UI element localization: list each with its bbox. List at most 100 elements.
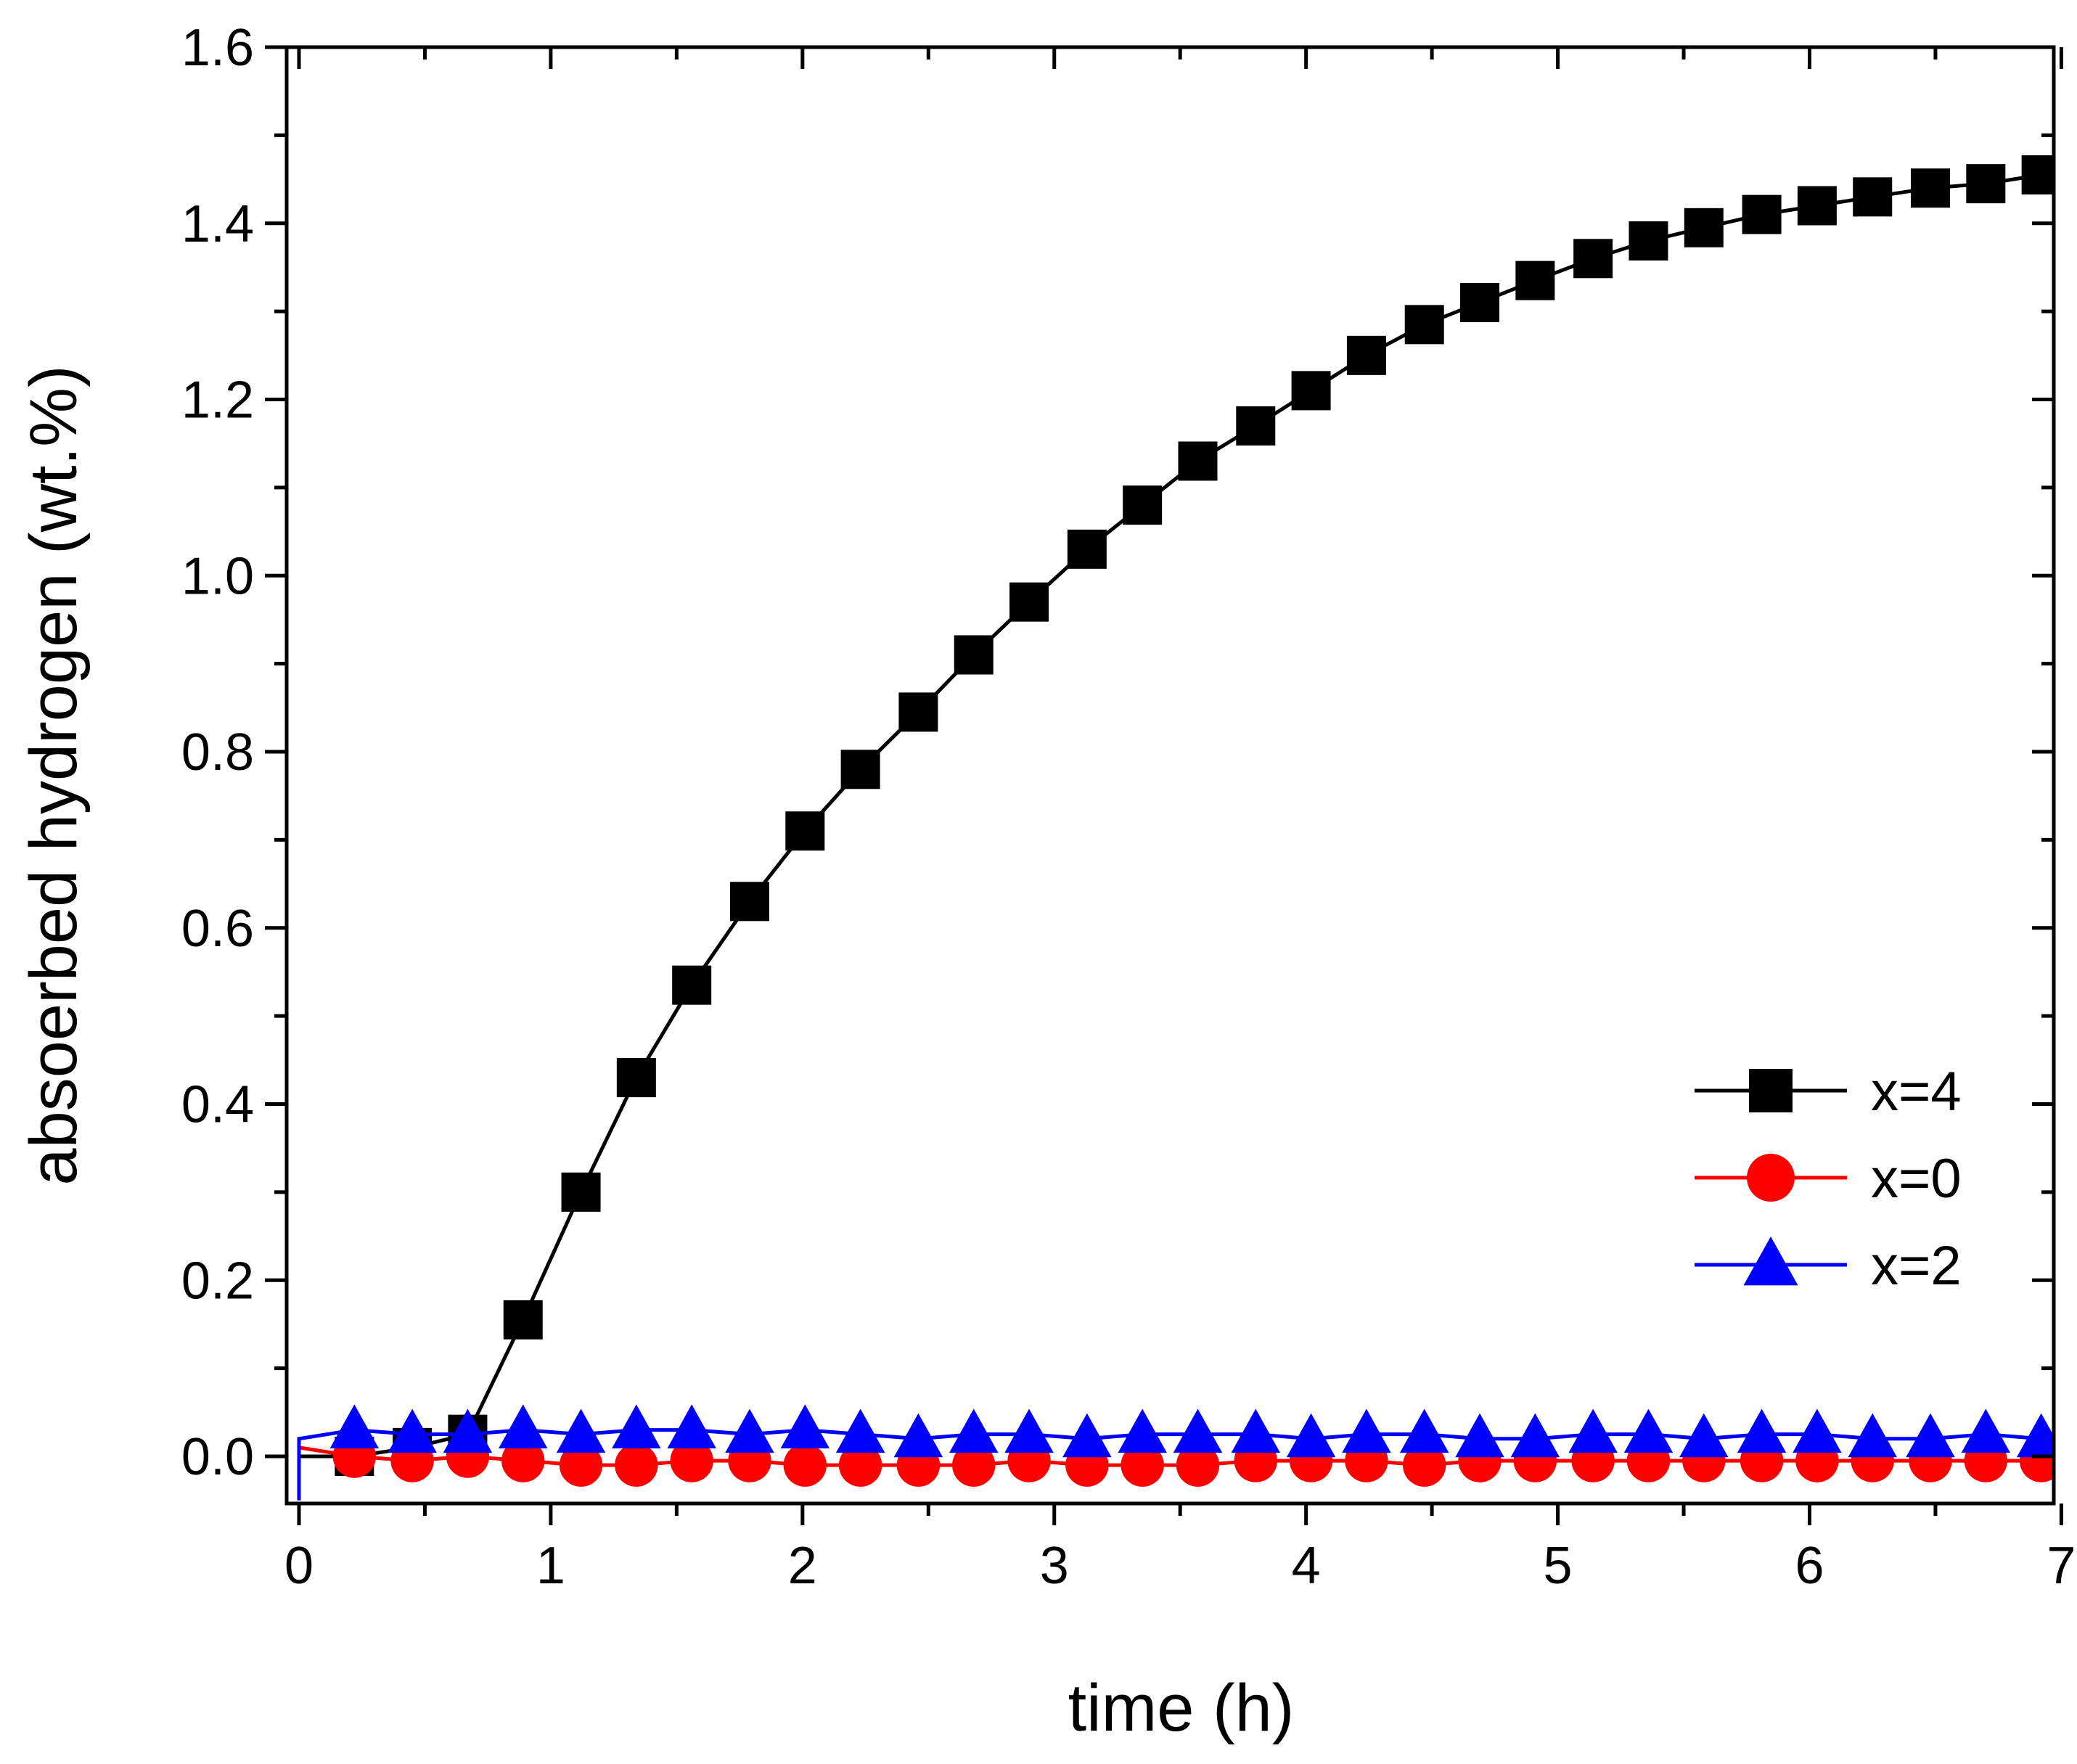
- y-tick-label: 1.0: [181, 547, 254, 605]
- data-point: [954, 635, 994, 675]
- series-triangle-group: [297, 1404, 2054, 1501]
- x-tick-label: 0: [284, 1537, 314, 1595]
- data-point: [952, 1443, 996, 1487]
- data-point: [1797, 186, 1837, 226]
- y-tick-label: 0.6: [181, 900, 254, 958]
- data-point: [1510, 1413, 1560, 1458]
- data-point: [667, 1404, 716, 1449]
- data-point: [1399, 1408, 1449, 1453]
- x-tick-label: 2: [788, 1537, 817, 1595]
- data-point: [443, 1408, 493, 1453]
- data-point: [1342, 1408, 1391, 1453]
- data-point: [1906, 1413, 1955, 1458]
- y-tick-label: 1.4: [181, 195, 254, 253]
- data-point: [1404, 305, 1444, 345]
- data-point: [670, 1439, 713, 1482]
- data-point: [1286, 1413, 1336, 1458]
- data-point: [1853, 177, 1893, 217]
- x-tick-label: 7: [2047, 1537, 2076, 1595]
- data-point: [615, 1443, 658, 1487]
- data-point: [1623, 1408, 1674, 1453]
- data-point: [1236, 406, 1276, 446]
- data-point: [1911, 168, 1951, 208]
- data-point: [785, 811, 825, 851]
- legend-marker: [1747, 1154, 1795, 1202]
- data-point: [838, 1443, 882, 1487]
- data-point: [1291, 371, 1331, 411]
- y-tick-label: 0.8: [181, 723, 254, 782]
- y-tick-label: 1.6: [181, 19, 254, 77]
- data-point: [840, 750, 880, 789]
- data-point: [949, 1408, 999, 1453]
- legend-label: x=0: [1871, 1148, 1962, 1210]
- legend-marker: [1749, 1069, 1793, 1112]
- x-tick-label: 5: [1544, 1537, 1573, 1595]
- y-tick-label: 1.2: [181, 372, 254, 430]
- data-point: [1118, 1408, 1167, 1453]
- data-point: [1568, 1408, 1618, 1453]
- legend-label: x=2: [1871, 1235, 1962, 1297]
- data-point: [561, 1172, 601, 1212]
- y-tick-label: 0.4: [181, 1076, 254, 1134]
- data-point: [2016, 1413, 2054, 1458]
- data-point: [1629, 221, 1668, 261]
- data-point: [1062, 1413, 1112, 1458]
- data-point: [501, 1439, 545, 1482]
- data-point: [780, 1404, 830, 1449]
- data-point: [893, 1413, 943, 1458]
- data-point: [1737, 1408, 1787, 1453]
- plot-frame: [284, 45, 2056, 1506]
- data-point: [1848, 1413, 1897, 1458]
- data-point: [729, 882, 769, 922]
- y-tick-label: 0.0: [181, 1428, 254, 1486]
- data-point: [1176, 1443, 1220, 1487]
- data-point: [616, 1058, 656, 1098]
- data-point: [1178, 441, 1218, 481]
- data-point: [499, 1404, 548, 1449]
- series-layer: [297, 155, 2054, 1501]
- data-point: [1346, 335, 1386, 375]
- ticks-layer: 0 1 2 3 4 5 6 7 0.0 0.2 0.4 0.6 0.8 1.0 1.2 1.4 1.6: [181, 19, 2076, 1595]
- data-point: [1515, 261, 1555, 300]
- y-tick-label: 0.2: [181, 1252, 254, 1310]
- data-point: [672, 965, 712, 1005]
- data-point: [1123, 485, 1163, 525]
- series-clip-group: [297, 155, 2054, 1501]
- series-square-group: [299, 155, 2054, 1476]
- y-axis-title: absoerbed hydrogen (wt.%): [17, 365, 91, 1185]
- data-point: [1067, 529, 1107, 569]
- data-point: [1684, 208, 1724, 247]
- data-point: [556, 1408, 606, 1453]
- data-point: [2021, 155, 2054, 194]
- data-point: [783, 1443, 827, 1487]
- x-tick-label: 6: [1795, 1537, 1824, 1595]
- data-point: [835, 1408, 885, 1453]
- data-point: [1742, 194, 1782, 234]
- legend-marker: [1743, 1236, 1798, 1286]
- data-point: [503, 1300, 543, 1340]
- data-point: [388, 1408, 437, 1453]
- data-point: [329, 1404, 380, 1449]
- data-point: [1121, 1443, 1164, 1487]
- data-point: [1460, 282, 1500, 322]
- data-point: [612, 1404, 661, 1449]
- data-point: [1455, 1413, 1504, 1458]
- legend: x=4 x=0 x=2: [1695, 1061, 1962, 1297]
- x-tick-label: 1: [536, 1537, 565, 1595]
- data-point: [1231, 1408, 1281, 1453]
- data-point: [1173, 1408, 1223, 1453]
- data-point: [1793, 1408, 1842, 1453]
- x-tick-label: 4: [1292, 1537, 1321, 1595]
- data-point: [1961, 1408, 2011, 1453]
- data-point: [1004, 1408, 1054, 1453]
- x-tick-label: 3: [1040, 1537, 1069, 1595]
- x-axis-title: time (h): [1068, 1671, 1295, 1745]
- data-point: [1679, 1413, 1729, 1458]
- data-point: [898, 692, 938, 732]
- legend-label: x=4: [1871, 1061, 1962, 1123]
- data-point: [1403, 1443, 1446, 1487]
- data-point: [1573, 239, 1613, 279]
- data-point: [725, 1408, 774, 1453]
- data-point: [1966, 164, 2006, 204]
